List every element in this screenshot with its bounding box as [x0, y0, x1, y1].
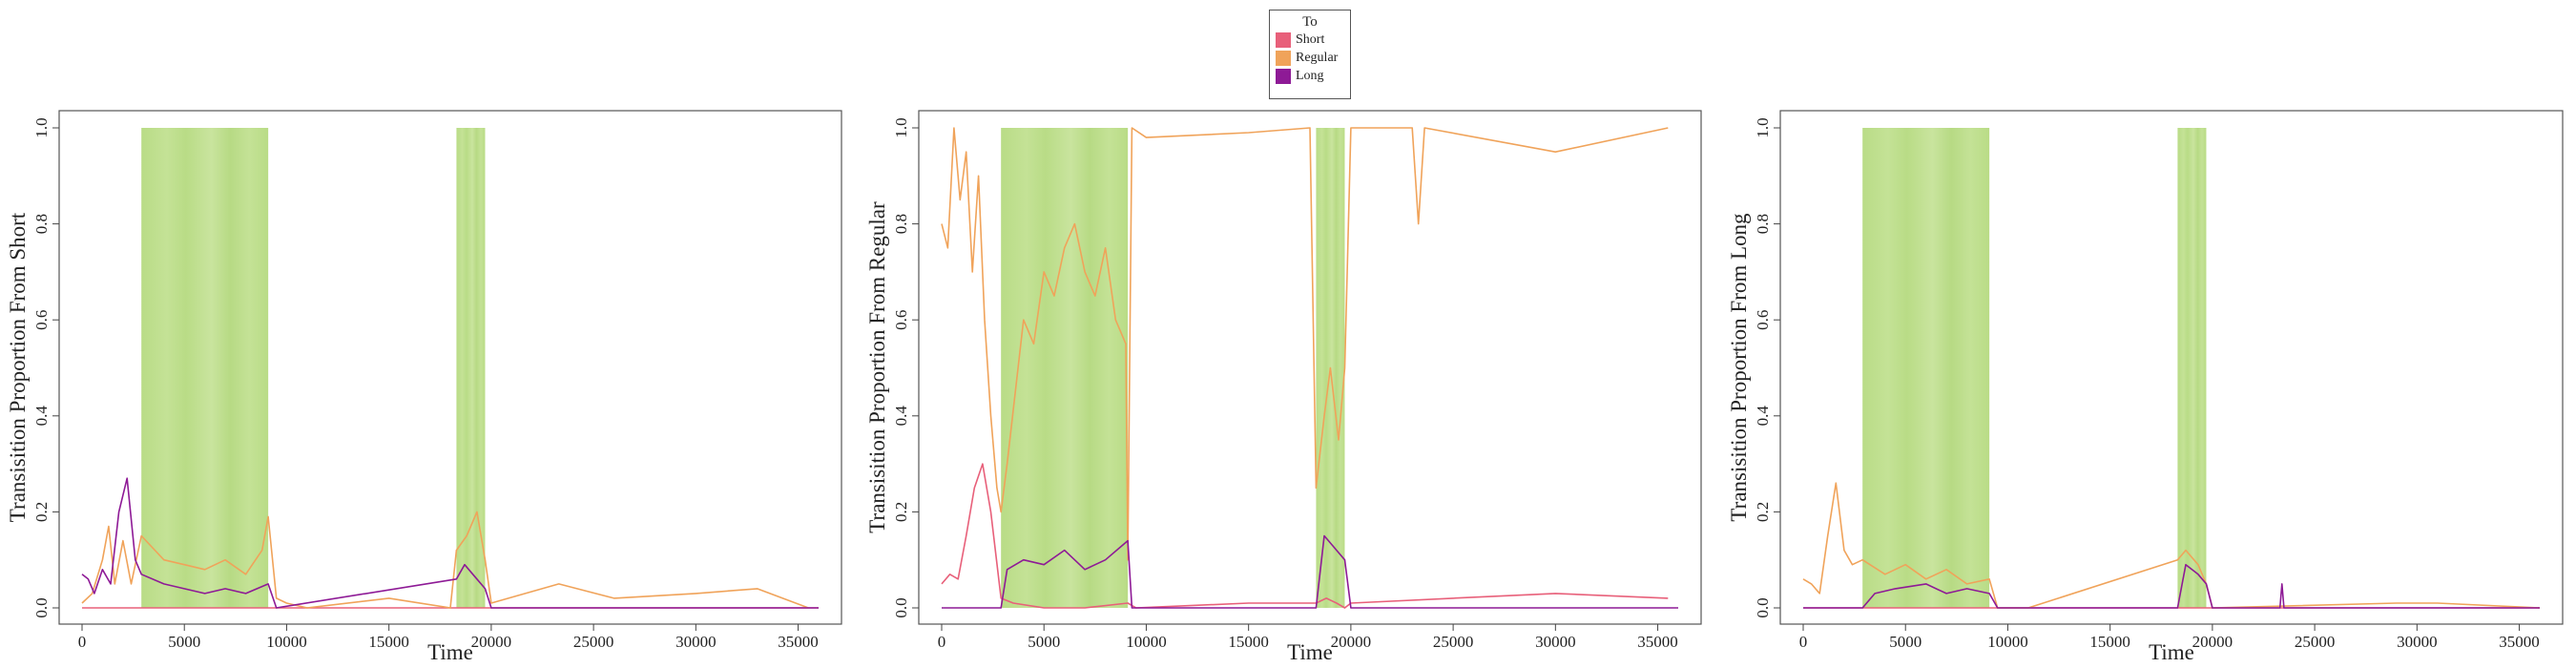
legend-label-regular: Regular	[1296, 50, 1339, 65]
legend-swatch-regular	[1276, 50, 1291, 66]
panel-1: 0 5000 10000 15000 20000 25000 30000 35000 0.0 0.…	[865, 110, 1702, 664]
x-axis-label: Time	[427, 640, 473, 664]
shaded-interval	[1862, 128, 1990, 608]
legend-label-long: Long	[1296, 68, 1324, 83]
x-tick-label: 35000	[2499, 633, 2540, 651]
x-tick-label: 10000	[1987, 633, 2028, 651]
y-tick-label: 0.2	[32, 502, 51, 522]
x-tick-label: 35000	[1637, 633, 1678, 651]
x-axis-label: Time	[1287, 640, 1333, 664]
x-tick-label: 20000	[471, 633, 512, 651]
x-tick-label: 30000	[2397, 633, 2438, 651]
shaded-interval	[2177, 128, 2207, 608]
x-tick-label: 15000	[1228, 633, 1269, 651]
x-tick-label: 25000	[573, 633, 614, 651]
series-line-short	[941, 463, 1669, 609]
x-tick-label: 20000	[1331, 633, 1372, 651]
legend-item-regular: Regular	[1276, 49, 1350, 67]
plot-frame	[58, 110, 842, 625]
series-line-long	[942, 534, 1678, 609]
x-tick-label: 0	[938, 633, 946, 651]
y-tick-label: 0.6	[892, 310, 910, 330]
legend-label-short: Short	[1296, 31, 1325, 47]
x-tick-label: 10000	[1126, 633, 1167, 651]
legend-title: To	[1302, 14, 1318, 30]
x-tick-label: 10000	[266, 633, 307, 651]
x-tick-label: 30000	[1535, 633, 1576, 651]
x-tick-label: 5000	[168, 633, 200, 651]
x-axis-label: Time	[2149, 640, 2194, 664]
y-tick-label: 0.8	[1754, 214, 1772, 234]
y-tick-label: 1.0	[32, 117, 51, 137]
x-tick-label: 5000	[1889, 633, 1922, 651]
y-tick-label: 0.4	[32, 406, 51, 427]
series-line-regular	[81, 511, 809, 609]
x-tick-label: 0	[1799, 633, 1808, 651]
legend: To Short Regular Long	[1269, 10, 1351, 99]
y-tick-label: 0.0	[892, 597, 910, 617]
legend-item-short: Short	[1276, 31, 1350, 49]
y-tick-label: 0.0	[1754, 597, 1772, 617]
series-line-long	[1803, 563, 2540, 609]
y-tick-label: 0.2	[892, 502, 910, 522]
x-tick-label: 0	[78, 633, 87, 651]
y-tick-label: 0.6	[32, 310, 51, 330]
y-axis-label: Transisition Proportion From Regular	[865, 201, 889, 533]
x-tick-label: 35000	[778, 633, 819, 651]
panel-0: 0 5000 10000 15000 20000 25000 30000 35000 0.0 0.…	[6, 110, 842, 664]
x-tick-label: 15000	[368, 633, 409, 651]
shaded-interval	[1001, 128, 1129, 608]
plot-frame	[1779, 110, 2564, 625]
x-tick-label: 20000	[2192, 633, 2233, 651]
y-axis-label: Transisition Proportion From Short	[6, 212, 30, 522]
panel-2: 0 5000 10000 15000 20000 25000 30000 35000 0.0 0.…	[1727, 110, 2564, 664]
legend-swatch-long	[1276, 68, 1291, 84]
legend-swatch-short	[1276, 31, 1291, 48]
series-line-long	[81, 477, 819, 609]
y-axis-label: Transisition Proportion From Long	[1727, 213, 1751, 522]
y-tick-label: 1.0	[1754, 117, 1772, 137]
shaded-interval	[141, 128, 269, 608]
series-line-regular	[941, 127, 1669, 561]
y-tick-label: 0.8	[32, 214, 51, 234]
y-tick-label: 1.0	[892, 117, 910, 137]
y-tick-label: 0.4	[1754, 406, 1772, 427]
x-tick-label: 30000	[675, 633, 717, 651]
x-tick-label: 15000	[2089, 633, 2130, 651]
y-tick-label: 0.8	[892, 214, 910, 234]
x-tick-label: 5000	[1028, 633, 1060, 651]
x-tick-label: 25000	[2295, 633, 2336, 651]
y-tick-label: 0.0	[32, 597, 51, 617]
x-tick-label: 25000	[1433, 633, 1474, 651]
y-tick-label: 0.6	[1754, 310, 1772, 330]
plot-frame	[918, 110, 1702, 625]
y-tick-label: 0.2	[1754, 502, 1772, 522]
legend-item-long: Long	[1276, 67, 1350, 85]
y-tick-label: 0.4	[892, 406, 910, 427]
